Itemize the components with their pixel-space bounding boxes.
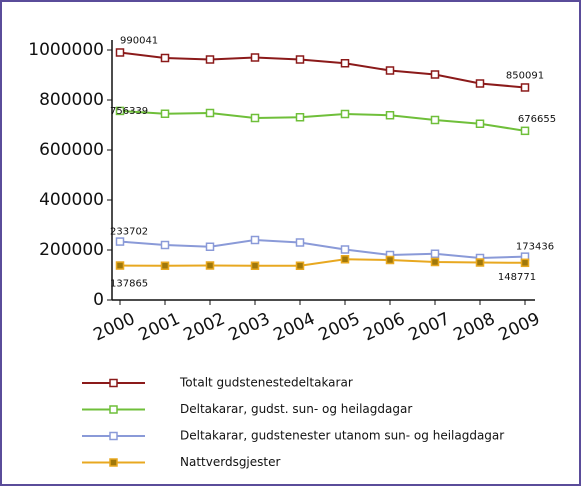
- y-tick-label: 800000: [39, 90, 104, 110]
- value-label: 173436: [516, 242, 554, 253]
- legend-label: Deltakarar, gudst. sun- og heilagdagar: [180, 402, 412, 416]
- series-line: [119, 109, 526, 132]
- point-marker: [250, 261, 260, 270]
- point-marker: [385, 111, 395, 120]
- point-marker: [430, 115, 440, 125]
- point-marker: [430, 70, 440, 79]
- legend-label: Totalt gudstenestedeltakarar: [179, 376, 353, 390]
- point-marker: [295, 261, 305, 270]
- point-marker: [295, 55, 305, 64]
- legend-marker: [109, 378, 118, 388]
- point-marker: [340, 59, 350, 68]
- y-tick-label: 600000: [39, 140, 104, 160]
- point-marker: [520, 126, 530, 136]
- point-marker: [160, 53, 170, 63]
- legend-label: Nattverdsgjester: [180, 455, 280, 469]
- y-tick-label: 400000: [39, 190, 104, 210]
- point-marker: [115, 261, 125, 270]
- point-marker: [295, 238, 305, 247]
- legend-marker: [109, 405, 118, 414]
- point-marker: [340, 255, 350, 264]
- point-marker: [340, 109, 350, 119]
- value-label: 990041: [120, 35, 158, 46]
- legend-marker: [109, 458, 118, 467]
- point-marker: [475, 119, 485, 128]
- value-label: 137865: [110, 279, 148, 290]
- series-line: [119, 258, 526, 267]
- point-marker: [160, 261, 170, 270]
- point-marker: [385, 255, 395, 265]
- legend-marker: [109, 431, 118, 441]
- y-tick-label: 200000: [39, 240, 104, 260]
- point-marker: [250, 53, 260, 62]
- point-marker: [160, 240, 170, 250]
- point-marker: [205, 55, 215, 64]
- point-marker: [115, 106, 125, 116]
- point-marker: [205, 242, 215, 251]
- point-marker: [475, 79, 485, 88]
- point-marker: [205, 261, 215, 270]
- point-marker: [250, 113, 260, 123]
- point-marker: [115, 48, 125, 57]
- point-marker: [250, 235, 260, 245]
- value-label: 850091: [506, 70, 544, 81]
- point-marker: [520, 83, 530, 92]
- point-marker: [385, 66, 395, 75]
- value-label: 676655: [518, 114, 556, 125]
- point-marker: [475, 258, 485, 267]
- point-marker: [160, 109, 170, 118]
- legend-label: Deltakarar, gudstenester utanom sun- og …: [180, 429, 504, 443]
- point-marker: [520, 258, 530, 268]
- point-marker: [115, 237, 125, 246]
- y-tick-label: 0: [93, 290, 104, 310]
- point-marker: [205, 108, 215, 118]
- series-line: [119, 238, 526, 260]
- value-label: 233702: [110, 227, 148, 238]
- point-marker: [430, 257, 440, 267]
- series-line: [119, 51, 526, 89]
- point-marker: [295, 113, 305, 122]
- value-label: 148771: [498, 272, 536, 283]
- y-tick-label: 1000000: [28, 40, 104, 60]
- value-label: 756339: [110, 106, 148, 117]
- point-marker: [430, 249, 440, 258]
- point-marker: [340, 245, 350, 254]
